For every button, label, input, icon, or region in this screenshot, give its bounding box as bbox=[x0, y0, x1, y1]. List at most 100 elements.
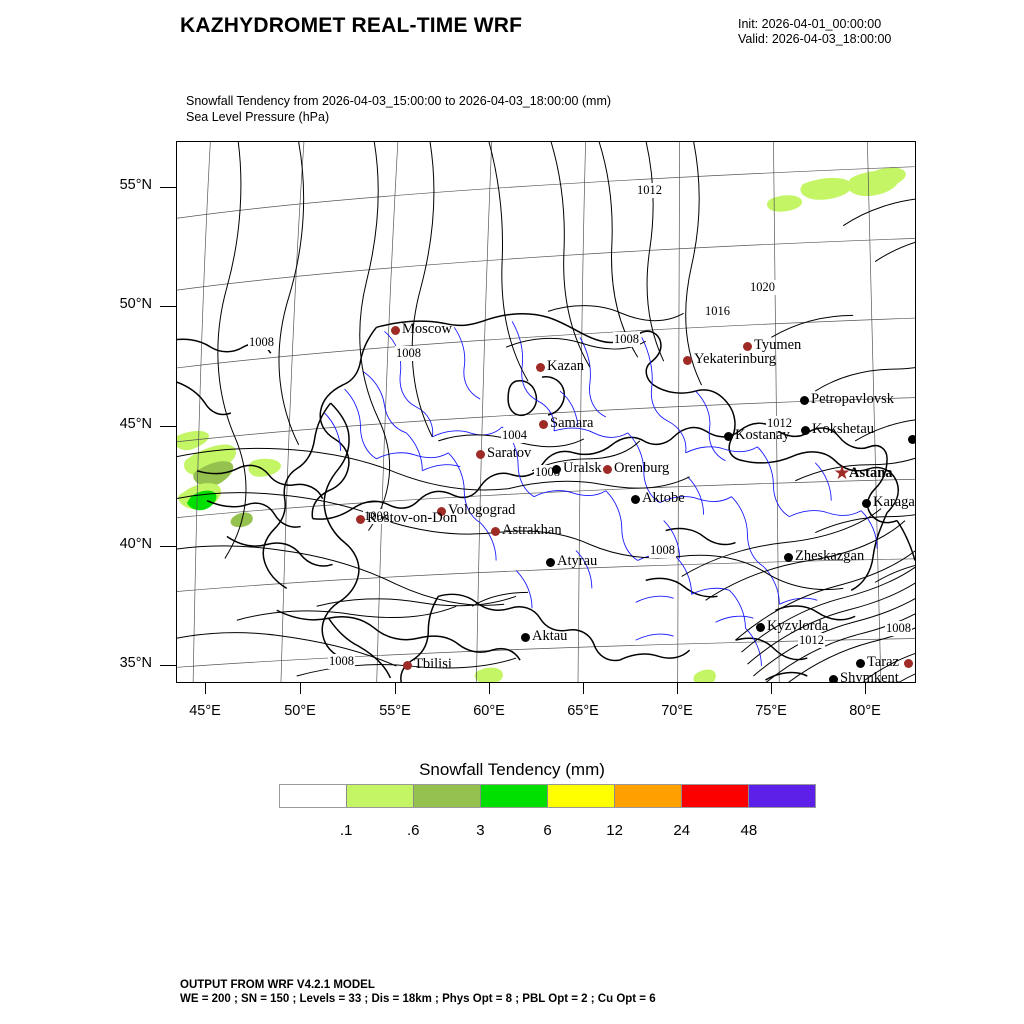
city-dot-icon bbox=[755, 622, 765, 632]
colorbar-tick-label: .6 bbox=[406, 822, 420, 839]
city-dot-icon bbox=[535, 362, 545, 372]
lon-tick-label: 55°E bbox=[379, 703, 411, 719]
lat-tick-label: 55°N bbox=[119, 177, 152, 193]
lon-tick-label: 75°E bbox=[755, 703, 787, 719]
snowfall-shading-layer bbox=[177, 167, 906, 682]
colorbar-swatch-4[interactable] bbox=[548, 785, 615, 807]
city-dot-icon bbox=[723, 431, 733, 441]
city-label: Atyrau bbox=[557, 553, 598, 569]
lon-tick bbox=[489, 683, 490, 694]
lon-tick bbox=[583, 683, 584, 694]
colorbar-swatch-3[interactable] bbox=[481, 785, 548, 807]
lon-tick bbox=[300, 683, 301, 694]
graticule-layer bbox=[177, 142, 915, 682]
colorbar-tick-label: .1 bbox=[339, 822, 353, 839]
field-subtitle-snowfall: Snowfall Tendency from 2026-04-03_15:00:… bbox=[186, 94, 612, 108]
city-dot-icon bbox=[783, 552, 793, 562]
isobar-label: 1008 bbox=[248, 335, 275, 350]
city-label: Aktau bbox=[532, 628, 568, 644]
city-dot-icon bbox=[742, 341, 752, 351]
lon-tick bbox=[395, 683, 396, 694]
lat-tick-label: 45°N bbox=[119, 416, 152, 432]
city-label: Bishkek bbox=[915, 654, 916, 671]
map-plot-area[interactable]: 1012 1020 1016 1008 1008 1008 1004 1012 1008 1008… bbox=[176, 141, 916, 683]
lat-tick bbox=[160, 306, 176, 307]
city-dot-icon bbox=[551, 464, 561, 474]
lat-tick-label: 35°N bbox=[119, 655, 152, 671]
valid-time-label: Valid: 2026-04-03_18:00:00 bbox=[738, 32, 892, 46]
city-label: Shymkent bbox=[840, 670, 899, 683]
isobar-label: 1008 bbox=[649, 543, 676, 558]
city-dot-icon bbox=[861, 498, 871, 508]
lat-tick bbox=[160, 665, 176, 666]
isobar-label: 1008 bbox=[395, 346, 422, 361]
colorbar-swatch-6[interactable] bbox=[682, 785, 749, 807]
isobar-label: 1012 bbox=[636, 183, 663, 198]
model-output-line: OUTPUT FROM WRF V4.2.1 MODEL bbox=[180, 979, 375, 991]
city-dot-icon bbox=[355, 514, 365, 524]
model-config-line: WE = 200 ; SN = 150 ; Levels = 33 ; Dis … bbox=[180, 993, 656, 1005]
colorbar-swatch-5[interactable] bbox=[615, 785, 682, 807]
isobar-layer bbox=[177, 142, 915, 682]
city-label: Yekaterinburg bbox=[694, 351, 777, 367]
colorbar[interactable] bbox=[279, 784, 816, 808]
city-label: Rostov-on-Don bbox=[367, 510, 458, 526]
city-label: Astrakhan bbox=[502, 522, 562, 538]
city-dot-icon bbox=[903, 658, 913, 668]
colorbar-tick-label: 48 bbox=[740, 822, 758, 839]
isobar-label: 1008 bbox=[613, 332, 640, 347]
city-label: Saratov bbox=[487, 445, 532, 461]
city-label: Kyzylorda bbox=[767, 618, 829, 634]
isobar-label: 1012 bbox=[766, 416, 793, 431]
province-boundary-layer bbox=[324, 321, 878, 667]
city-dot-icon bbox=[602, 464, 612, 474]
lon-tick-label: 60°E bbox=[473, 703, 505, 719]
colorbar-tick-labels: .1 .6 3 6 12 24 48 bbox=[279, 822, 816, 844]
lat-tick bbox=[160, 546, 176, 547]
colorbar-tick-label: 24 bbox=[673, 822, 691, 839]
city-label: Kazan bbox=[547, 358, 585, 374]
isobar-label: 1004 bbox=[501, 428, 528, 443]
colorbar-swatch-0[interactable] bbox=[280, 785, 347, 807]
city-dot-icon bbox=[630, 494, 640, 504]
city-label: Karaganda bbox=[873, 494, 915, 510]
city-dot-icon bbox=[800, 425, 810, 435]
isobar-label: 1020 bbox=[749, 280, 776, 295]
city-dot-icon bbox=[855, 658, 865, 668]
capital-star-icon: ★ bbox=[833, 463, 851, 484]
isobar-label: 1008 bbox=[885, 621, 912, 636]
city-label: Vologograd bbox=[448, 502, 516, 518]
colorbar-swatch-1[interactable] bbox=[347, 785, 414, 807]
colorbar-tick-label: 12 bbox=[606, 822, 623, 839]
isobar-label: 1012 bbox=[798, 633, 825, 648]
colorbar-tick-label: 6 bbox=[543, 822, 552, 839]
lat-tick bbox=[160, 187, 176, 188]
lon-tick bbox=[677, 683, 678, 694]
city-label: Tyumen bbox=[754, 337, 802, 353]
lon-tick bbox=[205, 683, 206, 694]
isobar-label: 1016 bbox=[704, 304, 731, 319]
city-dot-icon bbox=[799, 395, 809, 405]
city-dot-icon bbox=[390, 325, 400, 335]
city-label: Petropavlovsk bbox=[811, 391, 894, 407]
city-label: Kokshetau bbox=[812, 421, 875, 437]
lat-tick bbox=[160, 426, 176, 427]
city-label: Samara bbox=[550, 415, 594, 431]
map-canvas bbox=[177, 142, 915, 682]
colorbar-tick-label: 3 bbox=[476, 822, 485, 839]
city-dot-icon bbox=[475, 449, 485, 459]
isobar-label: 1008 bbox=[328, 654, 355, 669]
colorbar-title: Snowfall Tendency (mm) bbox=[419, 760, 605, 779]
city-label: Taraz bbox=[867, 654, 899, 670]
city-label: Tbilisi bbox=[414, 656, 452, 672]
colorbar-swatch-2[interactable] bbox=[414, 785, 481, 807]
city-label: Astana bbox=[849, 465, 893, 481]
init-time-label: Init: 2026-04-01_00:00:00 bbox=[738, 17, 882, 31]
city-dot-icon bbox=[402, 660, 412, 670]
lon-tick-label: 45°E bbox=[189, 703, 221, 719]
colorbar-swatch-7[interactable] bbox=[749, 785, 815, 807]
lon-tick-label: 70°E bbox=[661, 703, 693, 719]
lon-tick-label: 80°E bbox=[849, 703, 881, 719]
field-subtitle-pressure: Sea Level Pressure (hPa) bbox=[186, 110, 330, 124]
